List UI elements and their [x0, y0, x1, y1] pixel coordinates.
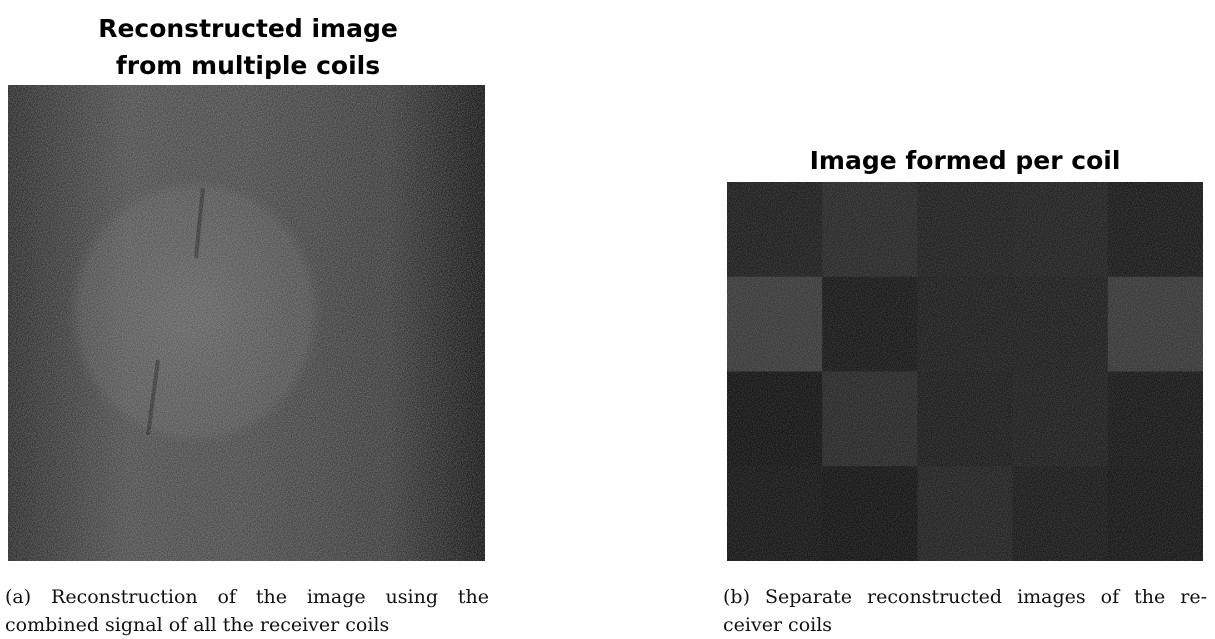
- caption-line: (b) Separate reconstructed images of the…: [723, 583, 1207, 611]
- caption-line: (a) Reconstruction of the image using th…: [5, 583, 489, 611]
- noise-overlay: [727, 182, 1203, 561]
- figure-images: [0, 0, 1215, 636]
- figure-a-caption: (a) Reconstruction of the image using th…: [5, 583, 489, 639]
- figure-page: {"figure_a": {"title_lines": ["Reconstru…: [0, 0, 1215, 636]
- figure-b-title: Image formed per coil: [727, 142, 1203, 179]
- per-coil-images: [727, 182, 1204, 562]
- combined-image: [8, 85, 485, 561]
- caption-line: combined signal of all the receiver coil…: [5, 611, 489, 639]
- figure-b-caption: (b) Separate reconstructed images of the…: [723, 583, 1207, 639]
- caption-line: ceiver coils: [723, 611, 1207, 639]
